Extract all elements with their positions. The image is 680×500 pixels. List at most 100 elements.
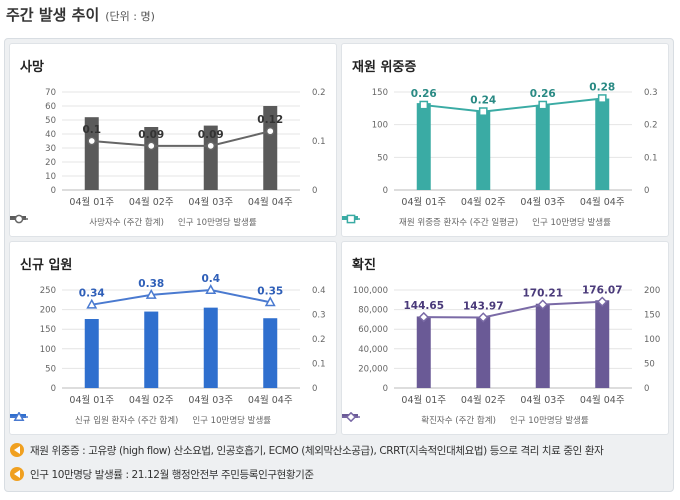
data-label: 0.26 — [530, 88, 556, 100]
legend-label: 재원 위중증 환자수 (주간 일평균) — [399, 218, 519, 228]
footnotes: 재원 위중증 : 고유량 (high flow) 산소요법, 인공호흡기, EC… — [10, 438, 666, 486]
legend-item-bar: 확진자수 (주간 합계) — [342, 414, 496, 426]
series-line — [91, 288, 271, 306]
x-tick-label: 04월 02주 — [461, 196, 506, 208]
data-label: 0.35 — [257, 285, 283, 297]
legend-swatch-marker — [14, 214, 24, 224]
y-tick-label: 100 — [40, 345, 56, 355]
legend-swatch-marker — [13, 412, 25, 421]
legend-item-line: 인구 10만명당 발생률 — [342, 412, 589, 426]
y2-tick-label: 200 — [644, 286, 660, 296]
legend-item-bar: 사망자수 (주간 합계) — [10, 216, 164, 228]
x-tick-label: 04월 03주 — [188, 196, 233, 208]
speaker-icon — [10, 467, 24, 481]
charts-frame: 사망 0 10 20 30 40 50 60 70 0 0.1 0.2 04월 01주 04월 02주 0… — [4, 38, 674, 492]
chart-panel-critical: 재원 위중증 0 50 100 150 0 0.1 0.2 0.3 04월 01주 04월 02주… — [341, 43, 669, 237]
data-label: 0.38 — [138, 278, 164, 290]
bar — [144, 311, 159, 388]
legend-label: 인구 10만명당 발생률 — [192, 416, 272, 426]
line-point — [146, 141, 156, 151]
chart-svg: 0 20,000 40,000 60,000 80,000 100,000 0 50 100 15… — [353, 285, 660, 406]
bar — [416, 103, 431, 190]
page-title: 주간 발생 추이 — [6, 6, 100, 24]
chart-svg: 0 10 20 30 40 50 60 70 0 0.1 0.2 04월 01주 04월 02주 04월 … — [45, 88, 326, 208]
data-label: 143.97 — [463, 300, 504, 312]
y2-tick-label: 0 — [312, 384, 317, 394]
chart-title: 사망 — [20, 60, 44, 75]
y-tick-label: 50 — [45, 364, 56, 374]
y-tick-label: 100,000 — [353, 286, 388, 296]
y2-tick-label: 0.3 — [312, 311, 326, 321]
y-tick-label: 250 — [40, 286, 56, 296]
y2-tick-label: 0.1 — [312, 360, 326, 370]
page-header: 주간 발생 추이 (단위 : 명) — [6, 4, 155, 30]
line-point — [597, 94, 607, 103]
y-tick-label: 150 — [40, 325, 56, 335]
bar — [144, 127, 159, 190]
line-point — [205, 284, 217, 294]
x-tick-label: 04월 04주 — [248, 394, 293, 406]
footnote-text: 인구 10만명당 발생률 : 21.12월 행정안전부 주민등록인구현황기준 — [30, 468, 314, 481]
legend-label: 인구 10만명당 발생률 — [177, 218, 257, 228]
y-tick-label: 40 — [45, 130, 56, 140]
legend-item-bar: 재원 위중증 환자수 (주간 일평균) — [342, 216, 519, 228]
chart-title: 확진 — [352, 258, 376, 273]
y2-tick-label: 100 — [644, 335, 660, 345]
bar — [595, 300, 610, 388]
data-label: 0.1 — [82, 124, 101, 136]
legend-swatch — [342, 214, 360, 224]
y-tick-label: 0 — [51, 186, 56, 196]
y-tick-label: 200 — [40, 306, 56, 316]
unit-label: (단위 : 명) — [105, 10, 155, 23]
bar — [595, 98, 610, 190]
chart-panel-deaths: 사망 0 10 20 30 40 50 60 70 0 0.1 0.2 04월 01주 04월 02주 0… — [9, 43, 337, 237]
bar — [203, 125, 218, 190]
legend-swatch — [342, 412, 360, 422]
y2-tick-label: 0.1 — [644, 153, 658, 163]
bar — [84, 319, 99, 388]
bar — [476, 316, 491, 388]
y-tick-label: 60 — [45, 102, 56, 112]
legend-label: 확진자수 (주간 합계) — [421, 416, 496, 426]
data-label: 0.12 — [257, 114, 283, 126]
y-tick-label: 20,000 — [358, 364, 388, 374]
x-tick-label: 04월 03주 — [520, 394, 565, 406]
y-tick-label: 40,000 — [358, 345, 388, 355]
y2-tick-label: 0 — [644, 384, 649, 394]
chart-panel-admissions: 신규 입원 0 50 100 150 200 250 0 0.1 0.2 0.3 0.4 04월 01… — [9, 241, 337, 435]
legend-label: 신규 입원 환자수 (주간 합계) — [74, 416, 179, 426]
legend-label: 인구 10만명당 발생률 — [509, 416, 589, 426]
data-label: 170.21 — [522, 288, 563, 300]
bar — [84, 117, 99, 190]
chart-legend: 확진자수 (주간 합계) 인구 10만명당 발생률 — [342, 412, 668, 428]
y2-tick-label: 0.2 — [644, 121, 658, 131]
line-point — [145, 288, 157, 299]
y-tick-label: 0 — [383, 384, 388, 394]
data-label: 176.07 — [582, 285, 623, 297]
data-label: 0.09 — [138, 129, 164, 141]
y-tick-label: 10 — [45, 172, 56, 182]
y-tick-label: 20 — [45, 158, 56, 168]
line-point — [419, 100, 429, 110]
y-tick-label: 70 — [45, 88, 56, 98]
line-point — [87, 136, 97, 146]
y2-tick-label: 150 — [644, 311, 660, 321]
chart-legend: 재원 위중증 환자수 (주간 일평균) 인구 10만명당 발생률 — [342, 214, 668, 230]
x-tick-label: 04월 02주 — [129, 196, 174, 208]
y2-tick-label: 0 — [644, 186, 649, 196]
y2-tick-label: 0 — [312, 186, 317, 196]
data-label: 144.65 — [403, 300, 444, 312]
chart-legend: 사망자수 (주간 합계) 인구 10만명당 발생률 — [10, 214, 336, 230]
y-tick-label: 30 — [45, 144, 56, 154]
data-label: 0.34 — [79, 288, 105, 300]
legend-item-bar: 신규 입원 환자수 (주간 합계) — [10, 414, 179, 426]
x-tick-label: 04월 02주 — [129, 394, 174, 406]
y2-tick-label: 0.4 — [312, 286, 326, 296]
data-label: 0.24 — [470, 95, 496, 107]
chart-title: 재원 위중증 — [352, 60, 417, 75]
series-line — [423, 97, 603, 113]
y-tick-label: 50 — [45, 116, 56, 126]
legend-swatch — [10, 412, 28, 421]
y-tick-label: 0 — [383, 186, 388, 196]
y2-tick-label: 0.1 — [312, 137, 326, 147]
